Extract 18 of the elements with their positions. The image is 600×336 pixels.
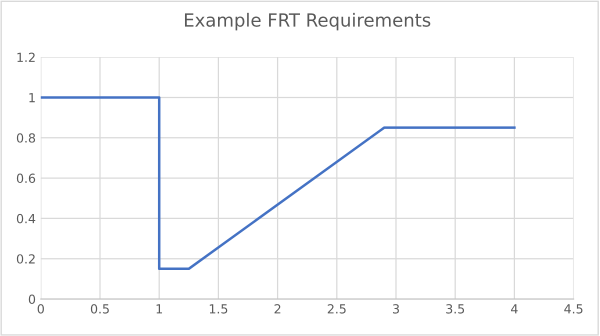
y-tick-label: 0.6 <box>16 174 36 184</box>
x-tick-label: 2 <box>274 304 280 314</box>
y-tick-label: 0.8 <box>16 133 36 143</box>
x-tick-label: 2.5 <box>328 304 346 314</box>
y-tick-label: 1 <box>29 93 35 102</box>
x-tick-label: 1 <box>156 304 162 314</box>
chart-title: Example FRT Requirements <box>184 12 430 30</box>
x-tick-label: 0 <box>38 304 44 314</box>
x-tick-label: 4.5 <box>564 304 582 314</box>
x-tick-label: 3.5 <box>446 304 464 314</box>
y-tick-label: 0.2 <box>16 254 35 264</box>
y-tick-label: 0 <box>28 294 36 304</box>
x-tick-label: 4 <box>511 304 518 314</box>
y-tick-label: 0.4 <box>16 214 36 224</box>
y-tick-label: 1.2 <box>17 52 35 62</box>
x-tick-label: 3 <box>392 304 399 314</box>
x-tick-label: 1.5 <box>210 304 228 314</box>
x-tick-label: 0.5 <box>90 304 109 314</box>
